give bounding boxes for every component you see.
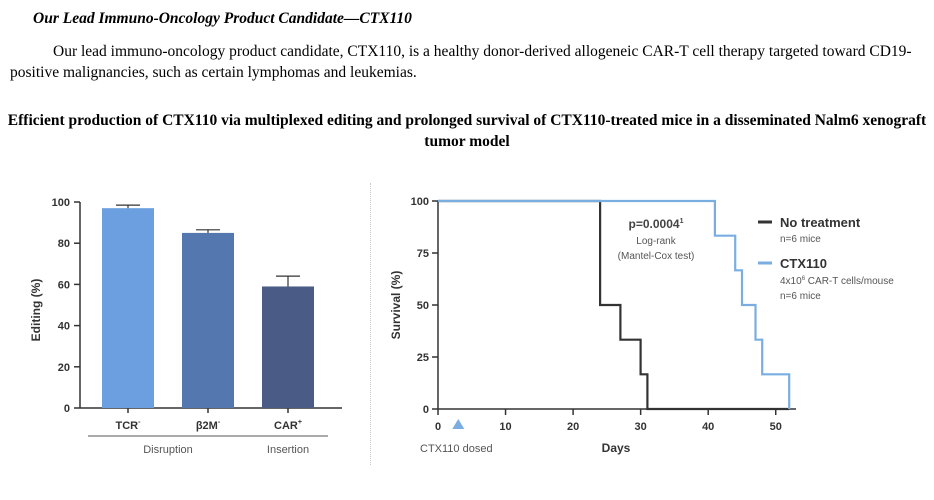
y-tick-label: 40 xyxy=(58,321,70,333)
p-value-annotation: p=0.00041 xyxy=(629,217,684,231)
series-line-ctx110 xyxy=(438,199,791,409)
category-label: β2M- xyxy=(196,419,221,432)
y-axis-label: Editing (%) xyxy=(29,279,43,342)
y-tick-label: 80 xyxy=(58,238,70,250)
y-axis-label: Survival (%) xyxy=(389,271,403,340)
test-name-line2: (Mantel-Cox test) xyxy=(618,251,695,262)
test-name-line1: Log-rank xyxy=(636,236,676,247)
bar-2 xyxy=(262,286,314,408)
y-tick-label: 75 xyxy=(417,248,429,260)
group-label: Disruption xyxy=(143,444,193,456)
legend-ctx110-dose: 4x106 CAR-T cells/mouse xyxy=(780,276,894,287)
section-heading: Our Lead Immuno-Oncology Product Candida… xyxy=(33,10,412,27)
bar-0 xyxy=(102,208,154,408)
x-tick-label: 10 xyxy=(499,421,511,433)
x-tick-label: 40 xyxy=(702,421,714,433)
y-tick-label: 20 xyxy=(58,362,70,374)
y-tick-label: 0 xyxy=(64,403,70,415)
legend-ctx110-name: CTX110 xyxy=(780,256,827,271)
figure-title: Efficient production of CTX110 via multi… xyxy=(7,112,927,150)
y-tick-label: 50 xyxy=(417,300,429,312)
y-tick-label: 100 xyxy=(411,196,429,208)
x-tick-label: 30 xyxy=(635,421,647,433)
y-tick-label: 0 xyxy=(423,404,429,416)
series-line-no-treatment xyxy=(438,199,790,411)
y-tick-label: 25 xyxy=(417,352,429,364)
legend-no-treatment-n: n=6 mice xyxy=(780,234,821,245)
x-tick-label: 20 xyxy=(567,421,579,433)
panel-divider xyxy=(370,183,371,465)
dosed-label: CTX110 dosed xyxy=(420,443,493,455)
x-tick-label: 50 xyxy=(770,421,782,433)
editing-bar-chart: 0 20 40 60 80 100 TCR-β2M- CAR+ Disruption Inse… xyxy=(29,197,342,456)
x-axis-label: Days xyxy=(602,441,631,455)
intro-paragraph: Our lead immuno-oncology product candida… xyxy=(10,43,912,81)
legend-ctx110-n: n=6 mice xyxy=(780,291,821,302)
category-label: TCR- xyxy=(116,419,142,432)
category-label: CAR+ xyxy=(274,419,302,432)
y-tick-label: 60 xyxy=(58,279,70,291)
x-tick-label: 0 xyxy=(435,421,441,433)
legend-no-treatment-name: No treatment xyxy=(780,215,861,230)
bar-1 xyxy=(182,232,234,408)
y-tick-label: 100 xyxy=(52,197,70,209)
group-label: Insertion xyxy=(267,444,309,456)
dosed-triangle-marker xyxy=(452,419,465,429)
